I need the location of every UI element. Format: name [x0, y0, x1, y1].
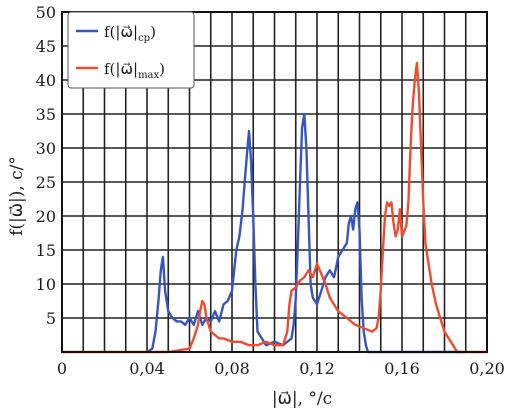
- legend-box: [67, 11, 195, 89]
- x-tick-label: 0,08: [214, 359, 250, 378]
- x-tick-label: 0: [57, 359, 67, 378]
- series-layer: [62, 61, 487, 354]
- y-tick-label: 10: [36, 275, 56, 294]
- y-tick-label: 40: [36, 71, 56, 90]
- x-tick-label: 0,16: [384, 359, 420, 378]
- legend: f(|ω⃗|cp) f(|ω⃗|max): [67, 11, 195, 89]
- y-axis-title: f(|ω⃗|), c/°: [7, 156, 27, 236]
- y-tick-label: 45: [36, 37, 56, 56]
- y-tick-label: 5: [46, 309, 56, 328]
- x-tick-label: 0,04: [129, 359, 165, 378]
- legend-label-cp: f(|ω⃗|cp): [104, 23, 156, 44]
- y-tick-label: 25: [36, 173, 56, 192]
- y-tick-label: 20: [36, 207, 56, 226]
- x-tick-label: 0,12: [299, 359, 335, 378]
- y-tick-label: 15: [36, 241, 56, 260]
- y-tick-label: 35: [36, 105, 56, 124]
- x-tick-label: 0,20: [469, 359, 505, 378]
- plot-border: [61, 11, 488, 353]
- series-line-max: [62, 61, 487, 354]
- y-tick-label: 50: [36, 3, 56, 22]
- x-axis-title: |ω⃗|, °/c: [272, 389, 332, 409]
- y-tick-label: 30: [36, 139, 56, 158]
- plot-frame: [61, 11, 488, 353]
- series-line-cp: [146, 112, 466, 354]
- legend-label-max: f(|ω⃗|max): [104, 60, 165, 81]
- tick-labels: 0 0,04 0,08 0,12 0,16 0,20 5 10 15 20 25 30 35 40 45 50: [36, 3, 505, 378]
